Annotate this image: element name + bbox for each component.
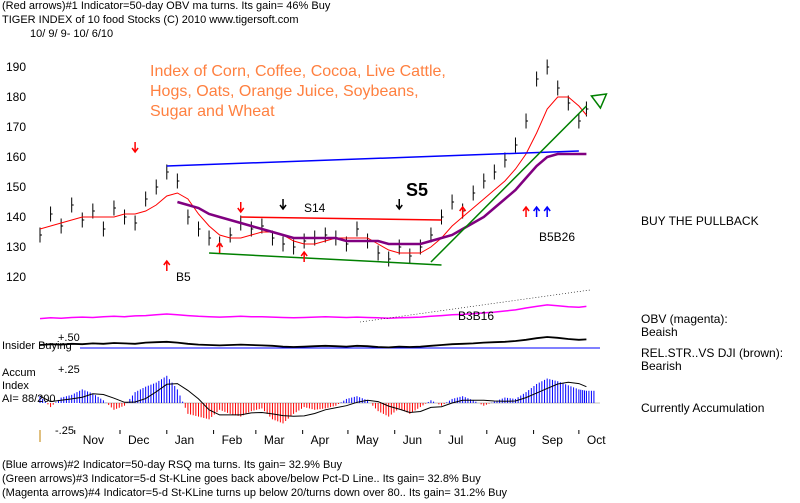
b5b26-signal-label: B5B26 <box>539 230 576 244</box>
obv-line <box>39 304 587 320</box>
y-tick-label: 180 <box>6 90 26 104</box>
obv-status: Beaish <box>641 325 678 339</box>
x-tick-label: Dec <box>128 433 149 447</box>
black-sell-arrow-head <box>279 204 287 211</box>
x-tick-label: May <box>356 433 379 447</box>
footer-line-3: (Magenta arrows)#4 Indicator=5-d St-KLin… <box>2 487 508 499</box>
long-ma-line <box>177 152 587 246</box>
x-tick-label: Nov <box>83 433 104 447</box>
trend-arrowhead <box>590 93 608 110</box>
x-tick-label: Oct <box>587 433 606 447</box>
trendline <box>166 150 579 167</box>
header-line-1: (Red arrows)#1 Indicator=50-day OBV ma t… <box>2 0 331 12</box>
b5-signal-label: B5 <box>176 270 191 284</box>
blue-buy-arrow-head <box>543 205 551 212</box>
relstr-panel <box>39 336 600 349</box>
x-tick-label: Jan <box>175 433 194 447</box>
red-sell-arrow-head <box>237 207 245 214</box>
b3b16-signal-label: B3B16 <box>458 309 495 323</box>
minus25-label: -.25 <box>55 425 74 437</box>
index-annotation: Index of Corn, Coffee, Cocoa, Live Cattl… <box>150 62 446 122</box>
red-buy-arrow-head <box>522 205 530 212</box>
header-date-range: 10/ 9/ 9- 10/ 6/10 <box>30 28 114 40</box>
footer-line-1: (Blue arrows)#2 Indicator=50-day RSQ ma … <box>2 459 342 471</box>
obv-label: OBV (magenta): <box>641 312 728 326</box>
trendline <box>240 216 442 221</box>
relstr-label: REL.STR..VS DJI (brown): <box>641 346 784 360</box>
x-tick-label: Jun <box>403 433 422 447</box>
accum-index-title: Index <box>2 380 29 392</box>
footer-line-2: (Green arrows)#3 Indicator=5-d St-KLine … <box>2 473 481 485</box>
red-buy-arrow-head <box>459 205 467 212</box>
x-tick-label: Sep <box>542 433 564 447</box>
accum-ma-line <box>39 381 587 417</box>
y-tick-label: 140 <box>6 210 26 224</box>
relstr-status: Bearish <box>641 359 682 373</box>
short-ma-line <box>39 96 587 254</box>
price-panel <box>39 59 608 271</box>
header-line-2: TIGER INDEX of 10 food Stocks (C) 2010 w… <box>2 14 299 26</box>
y-tick-label: 150 <box>6 180 26 194</box>
accum-panel <box>39 375 600 442</box>
y-tick-label: 120 <box>6 270 26 284</box>
y-tick-label: 170 <box>6 120 26 134</box>
y-tick-label: 160 <box>6 150 26 164</box>
ai-value: AI= 88/200 <box>2 393 56 405</box>
x-tick-label: Jul <box>448 433 463 447</box>
annotation-line-2: Hogs, Oats, Orange Juice, Soybeans, <box>150 83 419 100</box>
black-sell-arrow-head <box>395 204 403 211</box>
x-tick-label: Feb <box>222 433 243 447</box>
blue-buy-arrow-head <box>533 205 541 212</box>
red-buy-arrow-head <box>163 259 171 266</box>
accum-title: Accum <box>2 367 36 379</box>
x-axis: Nov Dec Jan Feb Mar Apr May Jun Jul Aug Sep Oct <box>74 430 606 447</box>
obv-panel <box>39 289 591 323</box>
red-sell-arrow-head <box>131 147 139 154</box>
y-tick-label: 130 <box>6 240 26 254</box>
insider-buying-label: Insider Buying <box>2 340 72 352</box>
plus25-label: +.25 <box>58 364 80 376</box>
y-tick-label: 190 <box>6 60 26 74</box>
buy-pullback-note: BUY THE PULLBACK <box>641 214 759 228</box>
x-tick-label: Aug <box>495 433 516 447</box>
s14-signal-label: S14 <box>304 201 326 215</box>
y-axis: 120 130 140 150 160 170 180 190 <box>6 60 26 284</box>
plus50-label: +.50 <box>58 332 80 344</box>
s5-signal-label: S5 <box>406 180 429 200</box>
red-buy-arrow-head <box>300 250 308 257</box>
annotation-line-1: Index of Corn, Coffee, Cocoa, Live Cattl… <box>150 63 446 80</box>
trendline <box>209 252 442 266</box>
red-buy-arrow-head <box>216 241 224 248</box>
annotation-line-3: Sugar and Wheat <box>150 103 275 120</box>
x-tick-label: Apr <box>311 433 330 447</box>
x-tick-label: Mar <box>264 433 285 447</box>
relstr-line <box>39 336 587 349</box>
trendline <box>430 105 587 263</box>
accum-status: Currently Accumulation <box>641 401 765 415</box>
